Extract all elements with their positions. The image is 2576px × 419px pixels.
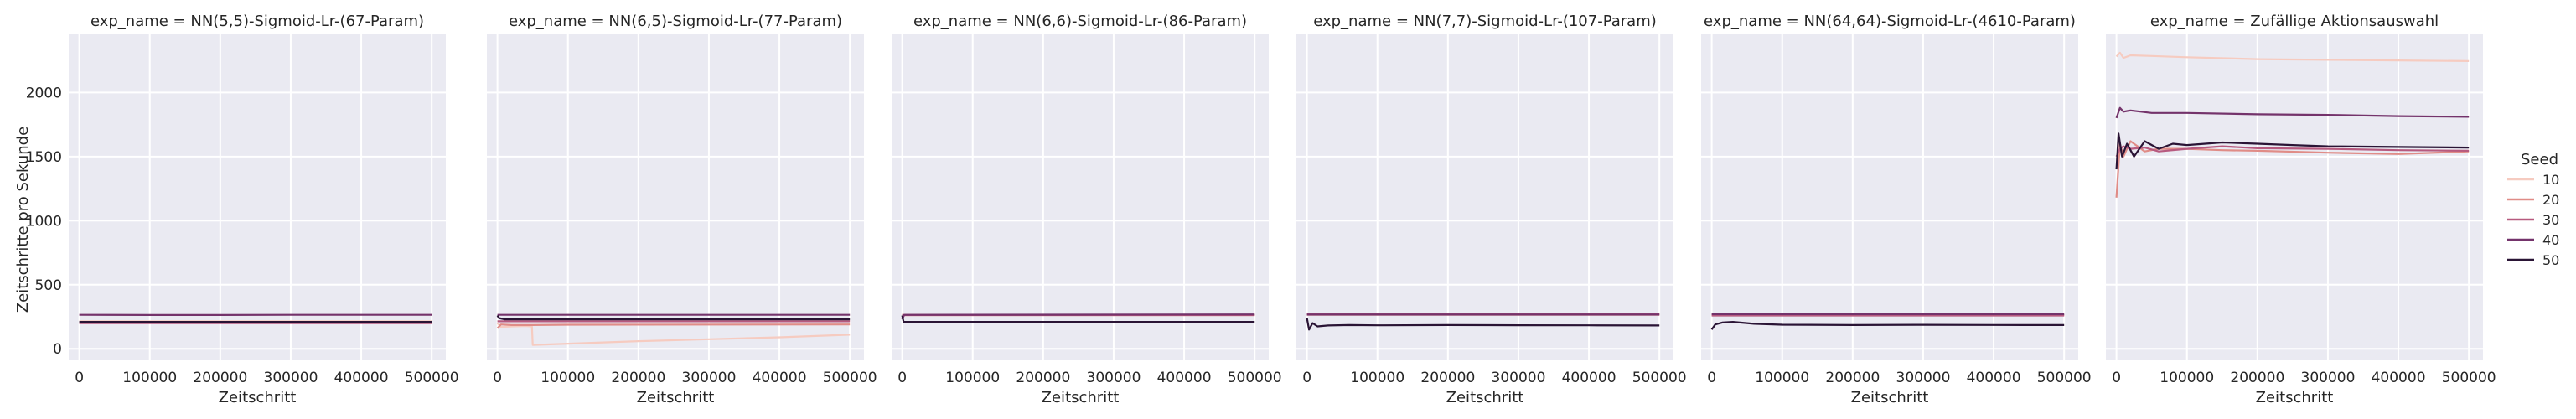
series-line-seed-30 xyxy=(2115,145,2470,158)
x-axis-label: Zeitschritt xyxy=(637,389,715,406)
x-tick-label: 400000 xyxy=(1562,370,1616,386)
panel-1: 0 100000 200000 300000 400000 500000 0 500 1000 1… xyxy=(26,13,459,406)
x-tick-label: 500000 xyxy=(2442,370,2496,386)
x-axis-label: Zeitschritt xyxy=(1446,389,1524,406)
x-tick-label: 100000 xyxy=(122,370,177,386)
series-line-seed-40 xyxy=(2115,106,2470,119)
x-tick-label: 0 xyxy=(2112,370,2121,386)
panel-6: 0 100000 200000 300000 400000 500000 exp_name … xyxy=(2106,13,2496,406)
plot-area xyxy=(69,34,446,360)
x-tick-label: 0 xyxy=(493,370,502,386)
x-tick-label: 100000 xyxy=(1350,370,1404,386)
x-tick-label: 400000 xyxy=(1967,370,2021,386)
x-tick-label: 100000 xyxy=(945,370,1000,386)
series-line-seed-50 xyxy=(2115,132,2470,170)
y-tick-label: 500 xyxy=(35,277,62,294)
series-line-seed-10 xyxy=(496,322,851,346)
legend-label: 50 xyxy=(2542,252,2559,268)
legend-title: Seed xyxy=(2521,151,2558,168)
series-line-seed-20 xyxy=(496,323,851,329)
panel-title: exp_name = NN(6,5)-Sigmoid-Lr-(77-Param) xyxy=(509,13,842,30)
panel-title: exp_name = NN(5,5)-Sigmoid-Lr-(67-Param) xyxy=(91,13,424,30)
x-axis-label: Zeitschritt xyxy=(1851,389,1929,406)
x-tick-label: 100000 xyxy=(2160,370,2214,386)
x-tick-label: 200000 xyxy=(193,370,247,386)
panel-title: exp_name = NN(7,7)-Sigmoid-Lr-(107-Param… xyxy=(1313,13,1657,30)
panel-title: exp_name = NN(6,6)-Sigmoid-Lr-(86-Param) xyxy=(913,13,1247,30)
x-tick-label: 300000 xyxy=(1087,370,1141,386)
series-line-seed-50 xyxy=(1306,318,1660,331)
x-tick-label: 500000 xyxy=(823,370,877,386)
x-tick-label: 400000 xyxy=(753,370,807,386)
x-tick-label: 200000 xyxy=(2230,370,2284,386)
panels-group: 0 100000 200000 300000 400000 500000050010001… xyxy=(26,13,2496,406)
y-tick-label: 1000 xyxy=(26,213,62,230)
x-tick-label: 300000 xyxy=(1492,370,1546,386)
panel-3: 0 100000 200000 300000 400000 500000 exp_name … xyxy=(892,13,1282,406)
x-axis-label: Zeitschritt xyxy=(2256,389,2334,406)
x-tick-label: 200000 xyxy=(611,370,665,386)
x-tick-label: 400000 xyxy=(1157,370,1212,386)
legend-label: 30 xyxy=(2542,212,2559,228)
x-tick-label: 500000 xyxy=(405,370,459,386)
x-tick-label: 300000 xyxy=(1896,370,1951,386)
x-tick-label: 0 xyxy=(1707,370,1716,386)
y-tick-label: 1500 xyxy=(26,149,62,166)
plot-area xyxy=(487,34,864,360)
panel-title: exp_name = NN(64,64)-Sigmoid-Lr-(4610-Pa… xyxy=(1704,13,2076,30)
plot-area xyxy=(1701,34,2078,360)
panel-5: 0 100000 200000 300000 400000 500000 exp_name … xyxy=(1701,13,2092,406)
x-tick-label: 400000 xyxy=(2372,370,2426,386)
x-tick-label: 500000 xyxy=(1228,370,1282,386)
x-tick-label: 300000 xyxy=(264,370,318,386)
legend-label: 40 xyxy=(2542,232,2559,248)
y-tick-label: 0 xyxy=(53,341,62,358)
legend: Seed 10 20 30 40 50 xyxy=(2507,151,2559,268)
plot-area xyxy=(1296,34,1673,360)
x-axis-label: Zeitschritt xyxy=(1042,389,1120,406)
x-tick-label: 300000 xyxy=(682,370,737,386)
x-tick-label: 500000 xyxy=(1632,370,1687,386)
plot-area xyxy=(2106,34,2483,360)
plot-area xyxy=(892,34,1269,360)
x-tick-label: 0 xyxy=(1302,370,1311,386)
x-tick-label: 300000 xyxy=(2301,370,2356,386)
x-axis-label: Zeitschritt xyxy=(219,389,297,406)
legend-label: 20 xyxy=(2542,192,2559,208)
x-tick-label: 0 xyxy=(897,370,907,386)
x-tick-label: 0 xyxy=(75,370,84,386)
series-line-seed-50 xyxy=(1710,321,2065,330)
panel-title: exp_name = Zufällige Aktionsauswahl xyxy=(2150,13,2439,30)
panel-2: 0 100000 200000 300000 400000 500000 exp_name … xyxy=(487,13,877,406)
x-tick-label: 200000 xyxy=(1016,370,1070,386)
x-tick-label: 500000 xyxy=(2037,370,2092,386)
series-line-seed-10 xyxy=(2115,51,2470,62)
x-tick-label: 400000 xyxy=(334,370,389,386)
series-line-seed-50 xyxy=(496,314,851,321)
x-tick-label: 200000 xyxy=(1825,370,1880,386)
x-tick-label: 200000 xyxy=(1420,370,1475,386)
y-axis-label: Zeitschritte pro Sekunde xyxy=(14,127,32,313)
x-tick-label: 100000 xyxy=(541,370,595,386)
y-tick-label: 2000 xyxy=(26,85,62,101)
series-line-seed-50 xyxy=(901,315,1255,323)
legend-label: 10 xyxy=(2542,172,2559,188)
x-tick-label: 100000 xyxy=(1755,370,1809,386)
panel-4: 0 100000 200000 300000 400000 500000 exp_name … xyxy=(1296,13,1687,406)
